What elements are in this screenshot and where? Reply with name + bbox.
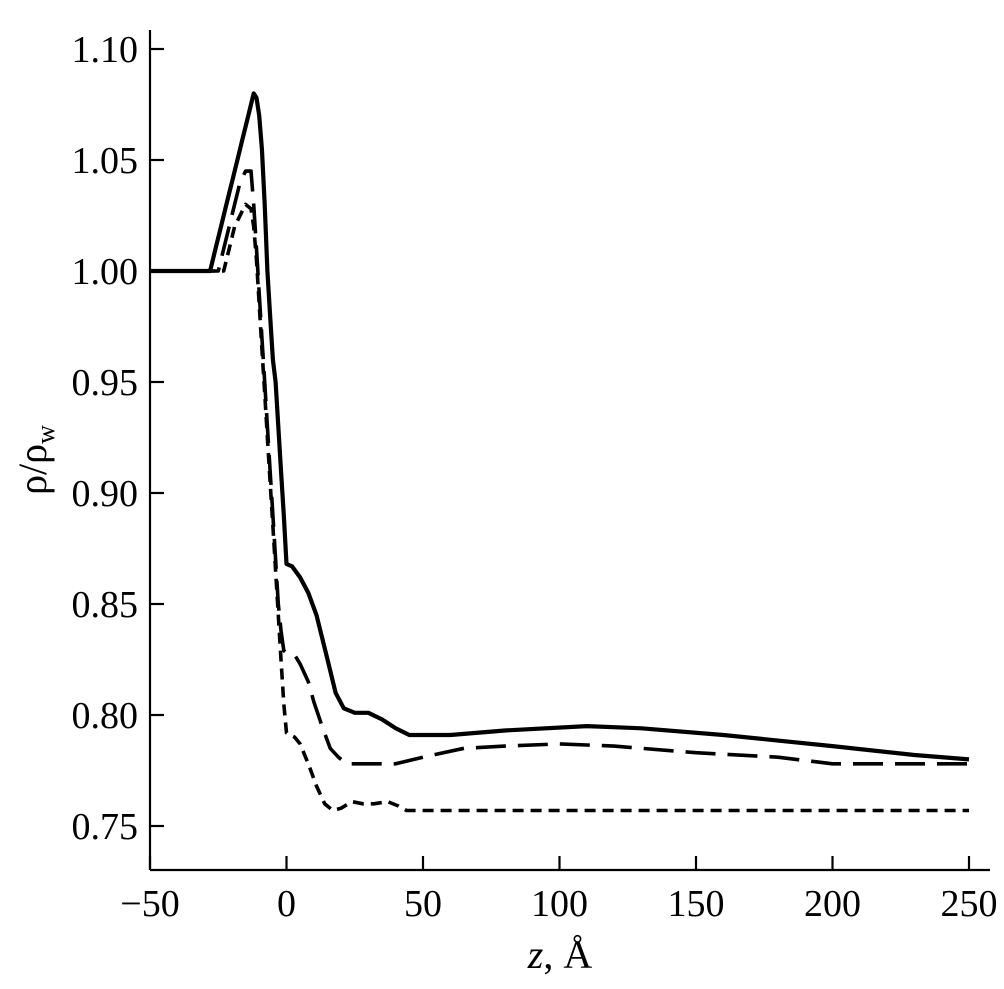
y-tick-label: 1.10 — [72, 29, 139, 71]
x-tick-label: 250 — [941, 883, 998, 925]
chart-axes — [148, 30, 990, 872]
x-tick-label: 50 — [404, 883, 442, 925]
x-tick-label: 100 — [531, 883, 588, 925]
x-tick-label: −50 — [120, 883, 179, 925]
y-tick-label: 0.75 — [72, 806, 139, 848]
y-tick-label: 0.90 — [72, 473, 139, 515]
x-axis-title: z, Å — [527, 932, 593, 977]
y-axis-title: ρ/ρw — [10, 425, 60, 495]
y-tick-label: 1.00 — [72, 251, 139, 293]
y-ticks: 0.75 0.80 0.85 0.90 0.95 1.00 1.05 1.10 — [72, 29, 164, 848]
x-ticks: −50 0 50 100 150 200 250 — [120, 856, 998, 925]
y-tick-label: 0.85 — [72, 584, 139, 626]
x-axis-unit: , Å — [543, 932, 592, 977]
x-tick-label: 150 — [668, 883, 725, 925]
x-tick-label: 200 — [804, 883, 861, 925]
series-group — [150, 91, 970, 813]
y-tick-label: 0.80 — [72, 695, 139, 737]
y-tick-label: 0.95 — [72, 362, 139, 404]
series-line-3 — [150, 202, 969, 813]
y-axis-symbol: ρ/ρ — [10, 444, 55, 495]
x-axis-variable: z — [527, 932, 544, 977]
series-line-1 — [150, 91, 970, 762]
y-axis-subscript: w — [31, 425, 60, 444]
y-tick-label: 1.05 — [72, 140, 139, 182]
series-line-2 — [150, 169, 969, 766]
x-tick-label: 0 — [277, 883, 296, 925]
